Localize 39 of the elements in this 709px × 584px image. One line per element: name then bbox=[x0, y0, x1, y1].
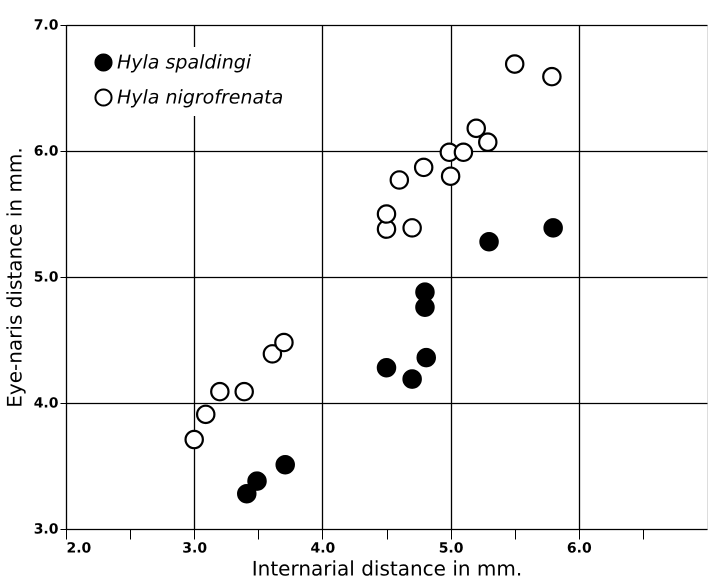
point bbox=[543, 218, 563, 238]
x-axis-title: Internarial distance in mm. bbox=[252, 556, 522, 580]
y-axis-title: Eye-naris distance in mm. bbox=[2, 147, 27, 408]
x-tick-label: 3.0 bbox=[182, 540, 208, 556]
y-tick-label: 5.0 bbox=[34, 270, 59, 286]
x-tick-label: 2.0 bbox=[66, 540, 92, 556]
point bbox=[262, 344, 282, 364]
point bbox=[415, 282, 435, 302]
point bbox=[416, 348, 436, 368]
y-tick-label: 6.0 bbox=[34, 144, 59, 160]
point bbox=[542, 66, 562, 86]
point bbox=[234, 382, 254, 402]
point bbox=[274, 332, 294, 352]
point bbox=[390, 170, 410, 190]
y-tick-label: 4.0 bbox=[34, 396, 59, 412]
point bbox=[184, 430, 204, 450]
point bbox=[402, 369, 422, 389]
point bbox=[504, 54, 524, 74]
point bbox=[237, 484, 257, 504]
y-tick-label: 7.0 bbox=[34, 18, 59, 34]
point bbox=[376, 204, 396, 224]
point bbox=[402, 218, 422, 238]
point bbox=[478, 132, 498, 152]
y-tick-label: 3.0 bbox=[34, 522, 59, 538]
point bbox=[247, 471, 267, 491]
x-tick-label: 5.0 bbox=[438, 540, 464, 556]
point bbox=[466, 118, 486, 138]
point bbox=[376, 358, 396, 378]
point bbox=[479, 232, 499, 252]
point bbox=[275, 454, 295, 474]
point bbox=[454, 142, 474, 162]
x-tick-label: 6.0 bbox=[566, 540, 592, 556]
legend-label: Hyla spaldingi bbox=[117, 52, 252, 74]
x-tick-label: 4.0 bbox=[310, 540, 336, 556]
legend-label: Hyla nigrofrenata bbox=[117, 86, 284, 108]
point bbox=[440, 166, 460, 186]
point bbox=[414, 158, 434, 178]
point bbox=[196, 404, 216, 424]
point bbox=[210, 382, 230, 402]
